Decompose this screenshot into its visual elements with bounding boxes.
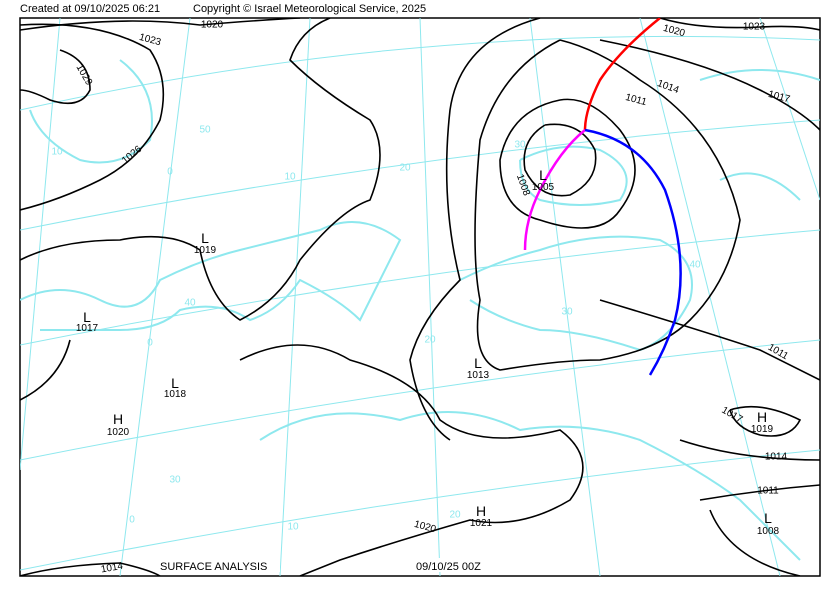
center-value: 1008 xyxy=(757,526,780,537)
coastlines xyxy=(20,59,820,561)
grid-label: 40 xyxy=(689,260,701,271)
center-value: 1005 xyxy=(532,182,555,193)
grid-label: 30 xyxy=(169,475,181,486)
grid-label: 30 xyxy=(514,140,526,151)
map-frame xyxy=(19,17,821,577)
occluded-front xyxy=(523,129,586,251)
grid-label: 0 xyxy=(147,338,153,349)
grid-labels: 50 10 0 10 20 30 40 40 0 30 20 30 0 10 2… xyxy=(51,125,701,533)
center-value: 1017 xyxy=(76,323,99,334)
center-type: H xyxy=(757,409,767,425)
grid-label: 10 xyxy=(284,172,296,183)
grid-label: 10 xyxy=(287,522,299,533)
graticule xyxy=(20,18,820,576)
center-value: 1021 xyxy=(470,518,493,529)
copyright-text: Copyright © Israel Meteorological Servic… xyxy=(193,3,426,15)
grid-label: 20 xyxy=(399,163,411,174)
grid-label: 0 xyxy=(129,515,135,526)
isobar-label: 1011 xyxy=(757,486,779,497)
grid-label: 30 xyxy=(561,307,573,318)
grid-label: 10 xyxy=(51,147,63,158)
isobar-label: 1023 xyxy=(743,22,766,33)
center-type: L xyxy=(171,375,179,391)
grid-label: 40 xyxy=(184,298,196,309)
center-value: 1018 xyxy=(164,389,187,400)
warm-front xyxy=(583,18,661,131)
grid-label: 20 xyxy=(449,510,461,521)
footer-bg xyxy=(155,558,280,572)
isobar-label: 1020 xyxy=(201,20,224,31)
center-type: L xyxy=(474,355,482,371)
isobar-label: 1011 xyxy=(624,92,648,108)
footer-bg xyxy=(410,558,505,572)
created-text: Created at 09/10/2025 06:21 xyxy=(20,3,160,15)
center-value: 1019 xyxy=(751,424,774,435)
center-type: L xyxy=(83,309,91,325)
isobars xyxy=(20,18,820,576)
isobar-label: 1014 xyxy=(100,561,124,576)
isobar-label: 1014 xyxy=(765,452,788,463)
grid-label: 50 xyxy=(199,125,211,136)
grid-label: 20 xyxy=(424,335,436,346)
center-type: H xyxy=(113,411,123,427)
center-value: 1020 xyxy=(107,427,130,438)
footer-title: SURFACE ANALYSIS xyxy=(160,561,267,573)
center-value: 1013 xyxy=(467,370,490,381)
center-type: L xyxy=(764,510,772,526)
cold-front xyxy=(584,128,682,376)
center-type: L xyxy=(201,230,209,246)
center-type: H xyxy=(476,503,486,519)
grid-label: 0 xyxy=(167,167,173,178)
footer-valid: 09/10/25 00Z xyxy=(416,561,481,573)
center-type: L xyxy=(539,167,547,183)
center-value: 1019 xyxy=(194,245,217,256)
